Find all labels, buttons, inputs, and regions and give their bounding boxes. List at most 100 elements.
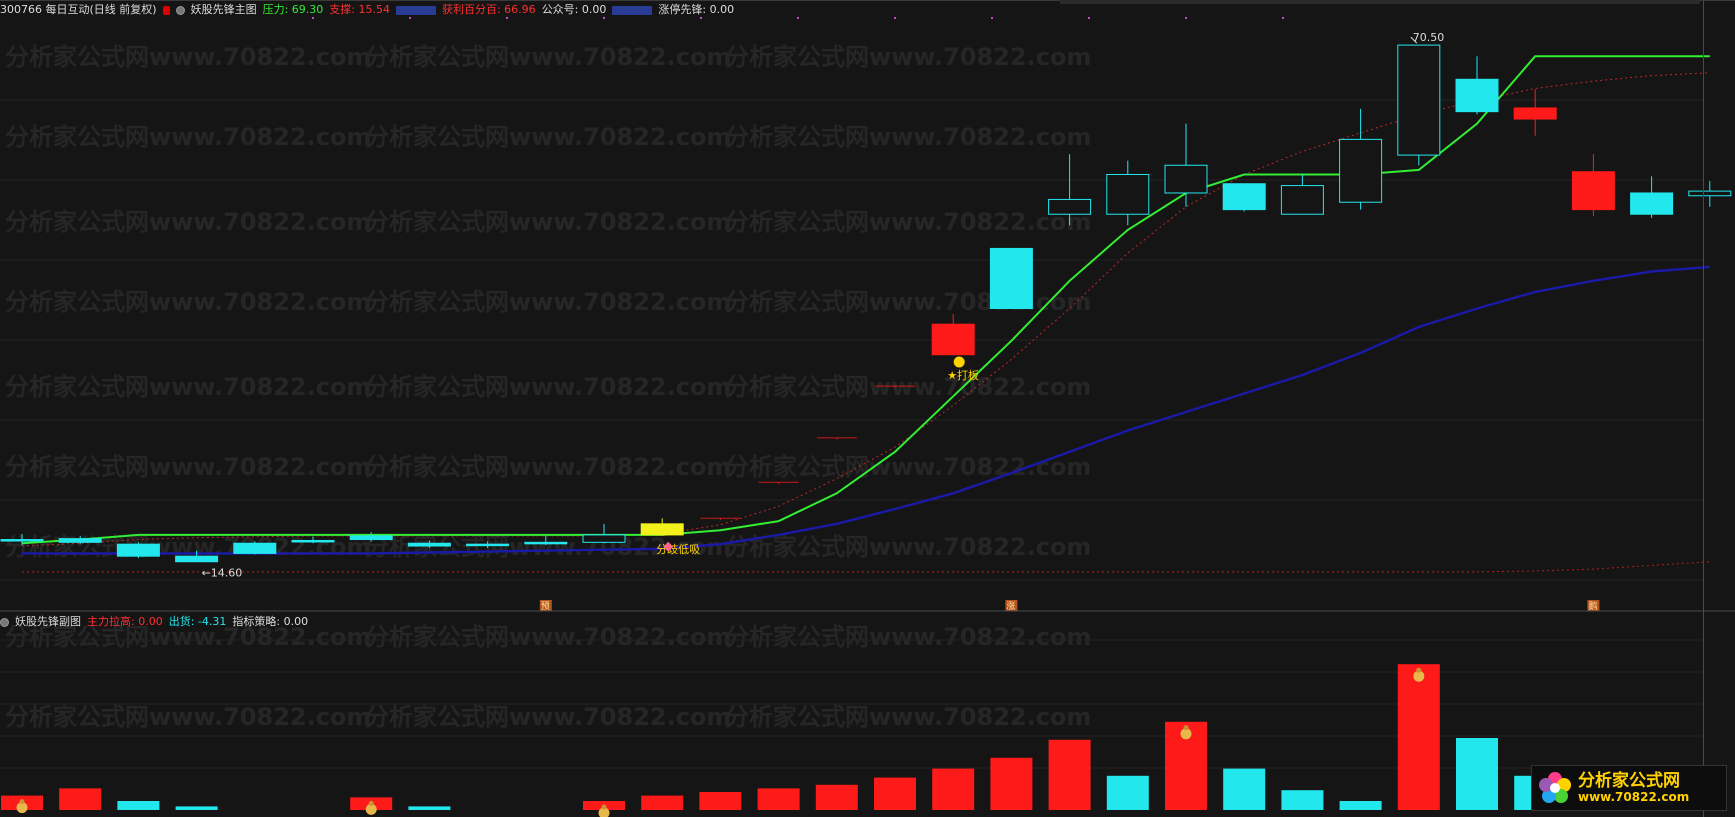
watermark-text: 分析家公式网www.70822.com bbox=[365, 43, 731, 71]
money-bag-knot bbox=[19, 799, 25, 805]
top-tick bbox=[1088, 17, 1090, 19]
sub-value-item-0: 主力拉高: 0.00 bbox=[87, 615, 163, 628]
watermark-text: 分析家公式网www.70822.com bbox=[5, 373, 371, 401]
sub-bar bbox=[1397, 664, 1440, 810]
sub-bar bbox=[1223, 768, 1266, 810]
candle bbox=[1106, 160, 1150, 226]
stock-code-name[interactable]: 300766 每日互动(日线 前复权) bbox=[0, 3, 157, 16]
diamond-icon bbox=[663, 541, 674, 552]
sub-indicator-settings-icon[interactable] bbox=[0, 617, 9, 627]
candle bbox=[233, 541, 277, 555]
watermark-text: 分析家公式网www.70822.com bbox=[725, 623, 1091, 651]
indicator-settings-icon[interactable] bbox=[175, 5, 185, 15]
sub-bar bbox=[1048, 739, 1091, 810]
main-value-item-5 bbox=[612, 5, 653, 15]
candle-body bbox=[1048, 198, 1092, 215]
sub-bar bbox=[641, 795, 684, 810]
watermark-text: 分析家公式网www.70822.com bbox=[725, 703, 1091, 731]
main-indicator-values: 压力: 69.30 支撑: 15.54 获利百分百: 66.96 公众号: 0.00 涨… bbox=[263, 1, 735, 19]
candle bbox=[1164, 123, 1208, 207]
candle bbox=[700, 517, 741, 520]
candle-body bbox=[1339, 138, 1383, 203]
candle-body bbox=[175, 555, 219, 563]
bottom-marker-box bbox=[539, 600, 552, 611]
watermark-text: 分析家公式网www.70822.com bbox=[725, 288, 1091, 316]
bottom-marker-label: 涨 bbox=[1006, 601, 1015, 612]
money-bag-icon bbox=[16, 802, 28, 814]
watermark-text: 分析家公式网www.70822.com bbox=[365, 288, 731, 316]
candle-body bbox=[524, 541, 568, 545]
candle bbox=[816, 437, 857, 440]
money-bag-knot bbox=[1416, 667, 1422, 673]
candle-body bbox=[233, 542, 277, 554]
candle bbox=[875, 385, 915, 388]
sub-header: 妖股先锋副图 主力拉高: 0.00 出货: -4.31 指标策略: 0.00 bbox=[0, 613, 308, 631]
candle bbox=[582, 523, 626, 544]
candle-body bbox=[1455, 78, 1499, 113]
sub-indicator-name[interactable]: 妖股先锋副图 bbox=[15, 615, 81, 628]
sub-bars bbox=[1, 664, 1557, 817]
sub-bar bbox=[932, 768, 975, 810]
candle bbox=[1280, 174, 1324, 215]
bottom-marker-label: 鹅 bbox=[1588, 600, 1597, 612]
sub-bar bbox=[1456, 738, 1498, 810]
watermark-text: 分析家公式网www.70822.com bbox=[725, 43, 1091, 71]
money-bag-icon bbox=[1180, 728, 1192, 740]
watermark-text: 分析家公式网www.70822.com bbox=[365, 623, 731, 651]
candle-body bbox=[1164, 164, 1208, 194]
candle bbox=[1513, 89, 1557, 136]
main-indicator-name[interactable]: 妖股先锋主图 bbox=[190, 3, 257, 16]
main-value-item-6: 涨停先锋: 0.00 bbox=[658, 3, 735, 16]
candle-body bbox=[1106, 173, 1150, 215]
blue-trend-line bbox=[22, 265, 1710, 555]
money-bag-knot bbox=[368, 800, 374, 806]
watermark-text: 分析家公式网www.70822.com bbox=[5, 623, 371, 651]
candle bbox=[524, 535, 568, 546]
money-bag-icon bbox=[365, 803, 377, 815]
top-tick bbox=[894, 17, 896, 19]
top-tick bbox=[797, 17, 799, 19]
sub-grid bbox=[0, 639, 1703, 769]
candle bbox=[989, 247, 1033, 309]
smiley-icon bbox=[953, 356, 965, 368]
watermark-text: 分析家公式网www.70822.com bbox=[365, 208, 731, 236]
sub-bar bbox=[1106, 775, 1149, 810]
candle-body bbox=[1688, 190, 1732, 197]
candle-body bbox=[1397, 44, 1441, 156]
candle-body bbox=[0, 539, 44, 542]
money-bag-icon bbox=[598, 807, 610, 817]
logo-brand: 分析家公式网 bbox=[1578, 770, 1680, 791]
candle bbox=[175, 550, 219, 563]
sub-value-item-1: 出货: -4.31 bbox=[168, 615, 227, 628]
watermark-text: 分析家公式网www.70822.com bbox=[5, 43, 371, 71]
flower-logo-icon bbox=[1539, 772, 1571, 803]
candle-body bbox=[1513, 107, 1557, 120]
watermark-text: 分析家公式网www.70822.com bbox=[5, 703, 371, 731]
candle-body bbox=[291, 539, 335, 543]
support-dotted-line bbox=[22, 561, 1710, 573]
top-tick bbox=[1185, 17, 1187, 19]
candle bbox=[1222, 183, 1266, 212]
top-tick bbox=[312, 17, 314, 19]
candles bbox=[0, 44, 1732, 563]
main-value-item-2 bbox=[395, 5, 436, 15]
watermark-text: 分析家公式网www.70822.com bbox=[5, 453, 371, 481]
candle-body bbox=[989, 247, 1033, 309]
sub-bar bbox=[815, 784, 858, 810]
watermark-text: 分析家公式网www.70822.com bbox=[725, 453, 1091, 481]
green-pressure-line bbox=[21, 55, 1710, 545]
candle bbox=[1571, 154, 1615, 217]
watermark-text: 分析家公式网www.70822.com bbox=[725, 533, 1091, 561]
sub-bar bbox=[1281, 790, 1324, 810]
main-value-item-4: 公众号: 0.00 bbox=[541, 3, 607, 16]
candle-body bbox=[1571, 171, 1615, 211]
watermark-text: 分析家公式网www.70822.com bbox=[365, 123, 731, 151]
candle bbox=[0, 534, 44, 546]
main-value-item-0: 压力: 69.30 bbox=[262, 3, 324, 16]
alert-icon bbox=[162, 5, 170, 15]
top-tick bbox=[1282, 17, 1284, 19]
candle-body bbox=[466, 543, 510, 547]
candle bbox=[640, 518, 684, 536]
